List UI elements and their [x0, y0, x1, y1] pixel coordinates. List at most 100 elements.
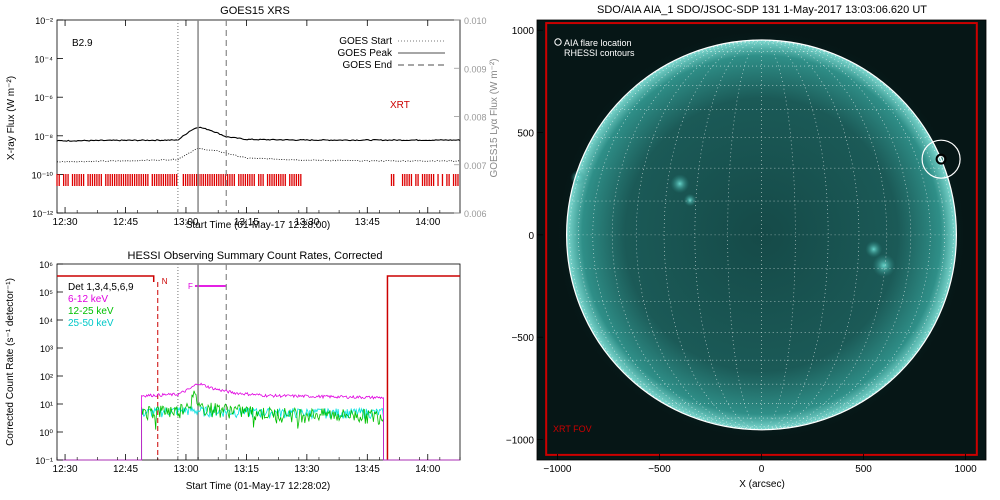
active-region	[670, 174, 690, 194]
goes-ytick-label: 10⁻¹⁰	[32, 170, 54, 180]
goes-ytick-right-label: 0.008	[464, 113, 487, 123]
grid-longitude	[761, 39, 796, 431]
goes-xrt-label: XRT	[390, 100, 410, 111]
aia-xtick-label: −1000	[543, 464, 572, 475]
hessi-series-25-50 keV	[57, 405, 460, 461]
grid-longitude	[578, 39, 762, 431]
hessi-xtick-label: 12:45	[113, 464, 138, 475]
legend-goes-start: GOES Start	[339, 36, 392, 47]
active-region	[683, 193, 697, 207]
hessi-frame	[56, 263, 461, 461]
aia-title: SDO/AIA AIA_1 SDO/JSOC-SDP 131 1-May-201…	[597, 4, 927, 16]
hessi-xtick-label: 14:00	[415, 464, 440, 475]
goes-xtick-label: 12:45	[113, 217, 138, 228]
hessi-ytick-label: 10⁻¹	[35, 456, 53, 466]
aia-xlabel: X (arcsec)	[739, 479, 785, 490]
hessi-state-line-right	[386, 275, 460, 460]
goes-ylabel: X-ray Flux (W m⁻²)	[6, 76, 17, 160]
grid-longitude	[727, 39, 762, 431]
hessi-xtick-label: 13:45	[355, 464, 380, 475]
goes-ytick-label: 10⁻⁴	[34, 55, 53, 65]
hessi-ytick-label: 10⁰	[39, 428, 53, 438]
hessi-series-12-25 keV	[57, 390, 460, 461]
hessi-state-line	[57, 275, 155, 282]
goes-xtick-label: 12:30	[53, 217, 78, 228]
hessi-ytick-label: 10⁵	[39, 288, 53, 298]
hessi-axes: 12:30 12:45 13:00 13:15 13:30 13:45 14:00 10⁻¹ 1…	[35, 260, 461, 475]
grid-longitude	[611, 39, 762, 431]
goes-ytick-label: 10⁻⁶	[35, 93, 54, 103]
active-region	[570, 170, 586, 185]
goes-short-series	[56, 147, 460, 163]
hessi-series-6-12 keV	[57, 382, 460, 461]
grid-longitude	[569, 39, 762, 431]
goes-ytick-right-label: 0.010	[464, 16, 487, 26]
goes-xlabel: Start Time (01-May-17 12:28:00)	[186, 220, 331, 231]
grid-longitude	[635, 39, 762, 431]
grid-longitude	[761, 39, 888, 431]
active-region	[865, 240, 883, 258]
hessi-xtick-label: 13:00	[173, 464, 198, 475]
goes-ylabel-right: GOES15 Lyα Flux (W m⁻²)	[489, 58, 500, 177]
legend-6-12: 6-12 keV	[68, 294, 108, 305]
aia-axes: −1000 −500 0 500 1000 −1000 −500 0 500 1000	[506, 19, 987, 475]
legend-aia-flare: AIA flare location	[564, 38, 632, 48]
goes-ytick-right-label: 0.007	[464, 161, 487, 171]
rhessi-contour-inner	[938, 156, 945, 163]
goes-title: GOES15 XRS	[220, 5, 290, 17]
hessi-ytick-label: 10²	[40, 372, 53, 382]
hessi-ylabel: Corrected Count Rate (s⁻¹ detector⁻¹)	[5, 278, 16, 446]
goes-xtick-label: 14:00	[415, 217, 440, 228]
goes-ytick-label: 10⁻²	[35, 16, 53, 26]
aia-ytick-label: 500	[517, 129, 534, 140]
hessi-data: NF	[57, 264, 460, 461]
hessi-ytick-label: 10³	[40, 344, 53, 354]
rhessi-contour	[935, 153, 947, 165]
goes-ytick-right-label: 0.006	[464, 209, 487, 219]
legend-goes-end: GOES End	[343, 60, 392, 71]
hessi-ytick-label: 10⁶	[39, 260, 53, 270]
legend-12-25: 12-25 keV	[68, 306, 114, 317]
goes-data	[56, 20, 461, 213]
aia-xtick-label: −500	[648, 464, 671, 475]
hessi-ytick-label: 10⁴	[39, 316, 53, 326]
aia-fov-label: XRT FOV	[553, 424, 592, 434]
active-region	[872, 254, 896, 278]
grid-longitude	[761, 39, 912, 431]
aia-panel: SDO/AIA AIA_1 SDO/JSOC-SDP 131 1-May-201…	[506, 4, 987, 490]
sun-disk	[566, 39, 957, 430]
flare-location-circle	[921, 139, 961, 179]
aia-ytick-label: −500	[511, 333, 534, 344]
aia-xtick-label: 0	[759, 464, 765, 475]
goes-xtick-label: 13:15	[234, 217, 259, 228]
aia-ytick-label: −1000	[506, 436, 535, 447]
goes-axes: 12:30 12:45 13:00 13:15 13:30 13:45 14:00 10⁻¹²…	[32, 16, 487, 228]
aia-ytick-label: 1000	[512, 26, 535, 37]
hessi-title: HESSI Observing Summary Count Rates, Cor…	[128, 250, 383, 262]
goes-long-series	[56, 126, 461, 142]
grid-longitude	[761, 39, 860, 431]
aia-xtick-label: 1000	[954, 464, 977, 475]
grid-longitude	[761, 39, 954, 431]
hessi-night-flag: N	[162, 277, 168, 286]
hessi-flare-flag: F	[188, 282, 193, 291]
hessi-xlabel: Start Time (01-May-17 12:28:02)	[186, 481, 331, 492]
hessi-xtick-label: 13:30	[294, 464, 319, 475]
hessi-xtick-label: 12:30	[53, 464, 78, 475]
legend-goes-peak: GOES Peak	[338, 48, 393, 59]
heliographic-grid	[566, 39, 957, 431]
goes-ytick-label: 10⁻¹²	[32, 209, 53, 219]
aia-ytick-label: 0	[528, 231, 534, 242]
hessi-ytick-label: 10¹	[40, 400, 53, 410]
hessi-xtick-label: 13:15	[234, 464, 259, 475]
aia-image	[545, 22, 978, 456]
limb-outline	[565, 39, 958, 431]
goes-legend: GOES Start GOES Peak GOES End	[338, 36, 445, 71]
goes-class-label: B2.9	[72, 38, 93, 49]
aia-xtick-label: 500	[855, 464, 872, 475]
legend-25-50: 25-50 keV	[68, 318, 114, 329]
goes-xtick-label: 13:00	[173, 217, 198, 228]
goes-xtick-label: 13:45	[355, 217, 380, 228]
goes-xtick-label: 13:30	[294, 217, 319, 228]
